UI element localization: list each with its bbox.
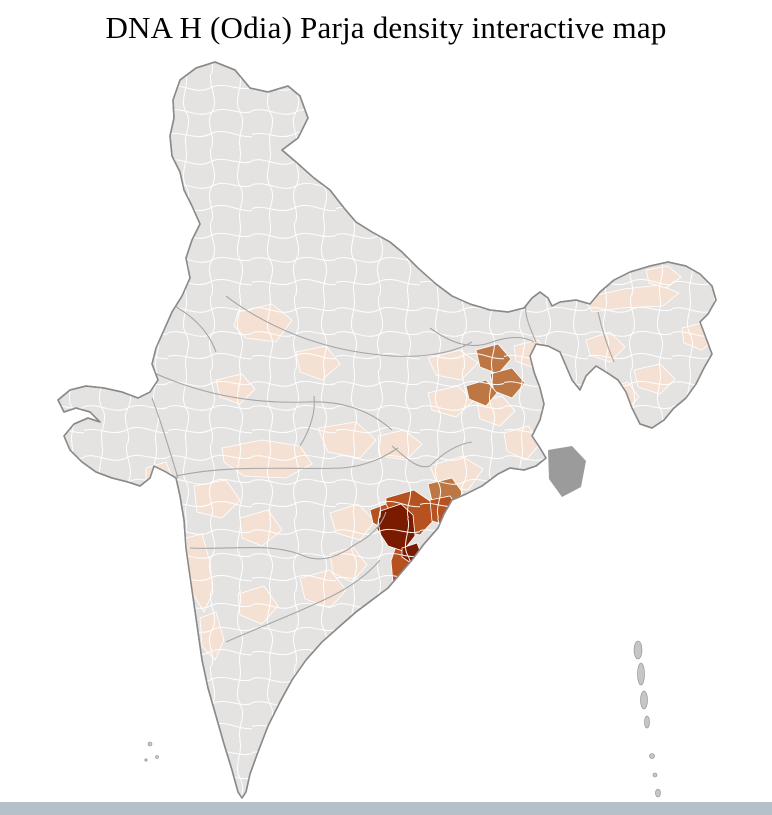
horizontal-scrollbar[interactable] [0, 802, 772, 815]
nicobar-island [655, 788, 661, 798]
neighbor-landmass [548, 446, 586, 497]
page-title: DNA H (Odia) Parja density interactive m… [105, 10, 667, 45]
lakshadweep-island [147, 741, 153, 747]
lakshadweep-island [144, 758, 148, 762]
nicobar-island [649, 753, 655, 759]
island-chains [144, 640, 661, 798]
neighbor-region [548, 446, 586, 497]
lakshadweep-island [155, 755, 159, 759]
andaman-island [644, 715, 650, 729]
nicobar-island [652, 772, 658, 778]
district-boundaries-mesh [58, 62, 716, 798]
andaman-island [640, 690, 648, 710]
andaman-island [637, 662, 645, 686]
andaman-island [633, 640, 643, 660]
state-boundaries [151, 295, 615, 643]
india-outline-stroke [57, 61, 717, 799]
